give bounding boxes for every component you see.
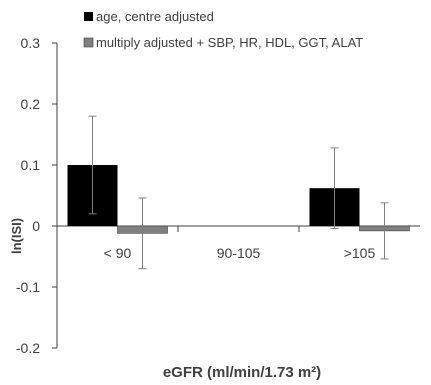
- legend-label-series-2: multiply adjusted + SBP, HR, HDL, GGT, A…: [96, 35, 363, 50]
- x-tick-label: 90-105: [217, 245, 261, 261]
- x-tick-label: < 90: [104, 245, 132, 261]
- y-tick-label: 0: [32, 218, 40, 234]
- legend-swatch-series-2: [83, 37, 94, 48]
- x-tick-label: >105: [344, 245, 376, 261]
- plot-area: < 90 90-105 >105: [57, 115, 420, 270]
- y-tick-label: 0.2: [21, 96, 41, 112]
- y-axis-label: ln(ISI): [9, 218, 24, 254]
- legend: age, centre adjusted multiply adjusted +…: [83, 9, 363, 50]
- y-tick-label: 0.3: [21, 35, 41, 51]
- y-axis-ticks: 0.3 0.2 0.1 0 -0.1 -0.2: [16, 35, 57, 356]
- legend-label-series-1: age, centre adjusted: [96, 9, 214, 24]
- y-tick-label: -0.2: [16, 340, 40, 356]
- y-tick-label: 0.1: [21, 157, 41, 173]
- legend-swatch-series-1: [84, 12, 93, 21]
- x-axis-label: eGFR (ml/min/1.73 m²): [163, 364, 321, 381]
- y-tick-label: -0.1: [16, 279, 40, 295]
